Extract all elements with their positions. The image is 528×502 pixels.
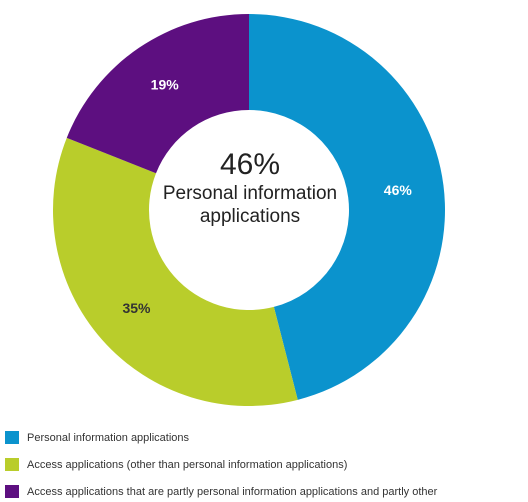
slice-label: 19%	[151, 77, 180, 93]
legend-swatch	[5, 458, 19, 471]
legend-label: Access applications that are partly pers…	[27, 486, 438, 498]
center-label: 46% Personal information applications	[160, 148, 340, 228]
center-category: Personal information applications	[162, 183, 338, 227]
center-value: 46%	[219, 148, 281, 181]
legend-label: Access applications (other than personal…	[27, 459, 347, 471]
slice	[249, 14, 445, 400]
legend-label: Personal information applications	[27, 432, 190, 444]
slice	[53, 137, 298, 406]
legend-swatch	[5, 431, 19, 444]
slice	[66, 13, 249, 174]
legend-swatch	[5, 485, 19, 498]
slice-label: 46%	[384, 182, 413, 198]
slice-label: 35%	[122, 300, 151, 316]
